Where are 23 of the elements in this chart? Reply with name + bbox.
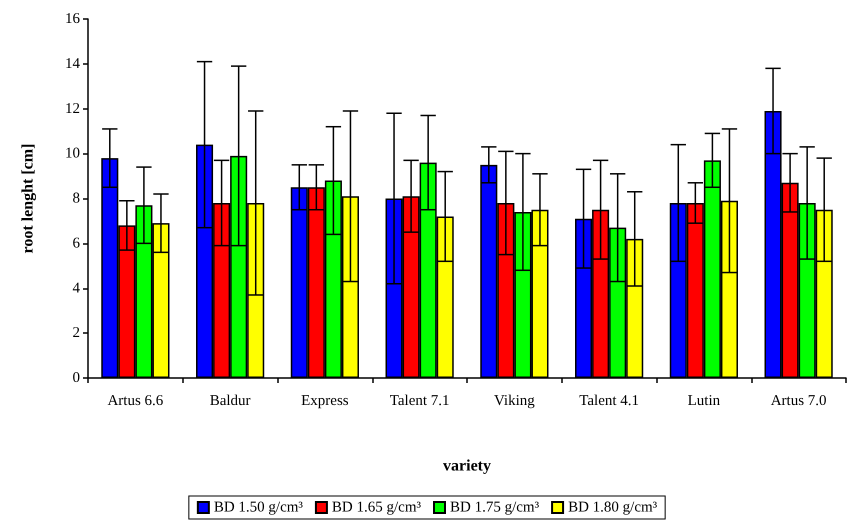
x-tick-label: Viking: [494, 393, 536, 409]
y-axis-title: root lenght [cm]: [20, 144, 36, 254]
x-tick-label: Talent 7.1: [390, 393, 450, 409]
legend-label: BD 1.75 g/cm³: [450, 500, 540, 516]
y-tick-label: 6: [72, 235, 80, 252]
y-tick-label: 8: [72, 190, 80, 206]
x-tick-label: Talent 4.1: [579, 393, 640, 409]
y-tick-label: 4: [72, 280, 80, 296]
x-tick-label: Artus 7.0: [770, 393, 827, 409]
legend-label: BD 1.80 g/cm³: [568, 500, 658, 516]
x-axis-title: variety: [443, 458, 491, 474]
x-tick-label: Artus 6.6: [107, 393, 164, 409]
legend-label: BD 1.65 g/cm³: [332, 500, 422, 516]
y-tick-label: 12: [65, 100, 80, 117]
x-tick-label: Baldur: [210, 393, 251, 409]
y-tick-label: 0: [72, 370, 80, 386]
legend-label: BD 1.50 g/cm³: [214, 500, 304, 516]
y-tick-label: 16: [65, 11, 80, 27]
y-tick-label: 10: [65, 146, 80, 162]
x-tick-label: Express: [301, 393, 349, 409]
x-tick-label: Lutin: [688, 393, 721, 409]
y-tick-label: 14: [65, 56, 80, 72]
y-tick-label: 2: [72, 325, 80, 342]
